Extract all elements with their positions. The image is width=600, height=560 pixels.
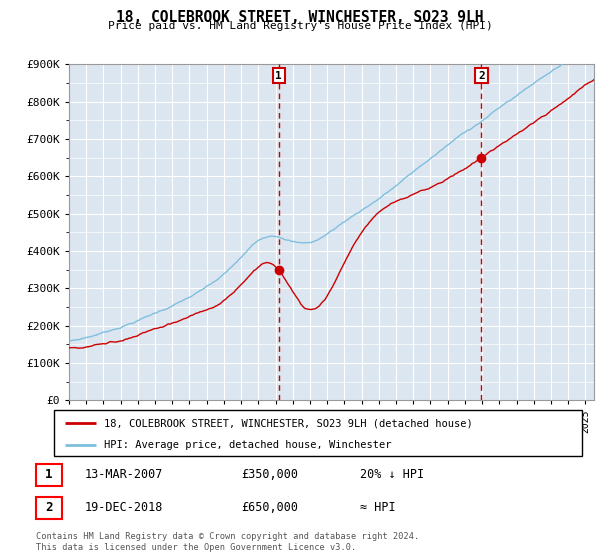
Text: 1: 1 (45, 468, 53, 482)
Text: HPI: Average price, detached house, Winchester: HPI: Average price, detached house, Winc… (104, 440, 392, 450)
Bar (36, 464, 62, 486)
Bar (36, 497, 62, 519)
Text: 20% ↓ HPI: 20% ↓ HPI (360, 468, 424, 482)
Text: £350,000: £350,000 (241, 468, 298, 482)
Text: Price paid vs. HM Land Registry's House Price Index (HPI): Price paid vs. HM Land Registry's House … (107, 21, 493, 31)
Text: £650,000: £650,000 (241, 501, 298, 515)
Text: Contains HM Land Registry data © Crown copyright and database right 2024.
This d: Contains HM Land Registry data © Crown c… (36, 532, 419, 552)
Text: 18, COLEBROOK STREET, WINCHESTER, SO23 9LH (detached house): 18, COLEBROOK STREET, WINCHESTER, SO23 9… (104, 418, 473, 428)
Text: 2: 2 (45, 501, 53, 515)
Text: 19-DEC-2018: 19-DEC-2018 (85, 501, 163, 515)
Text: 18, COLEBROOK STREET, WINCHESTER, SO23 9LH: 18, COLEBROOK STREET, WINCHESTER, SO23 9… (116, 10, 484, 25)
Text: 1: 1 (275, 71, 282, 81)
Text: ≈ HPI: ≈ HPI (360, 501, 395, 515)
Text: 13-MAR-2007: 13-MAR-2007 (85, 468, 163, 482)
Text: 2: 2 (478, 71, 485, 81)
